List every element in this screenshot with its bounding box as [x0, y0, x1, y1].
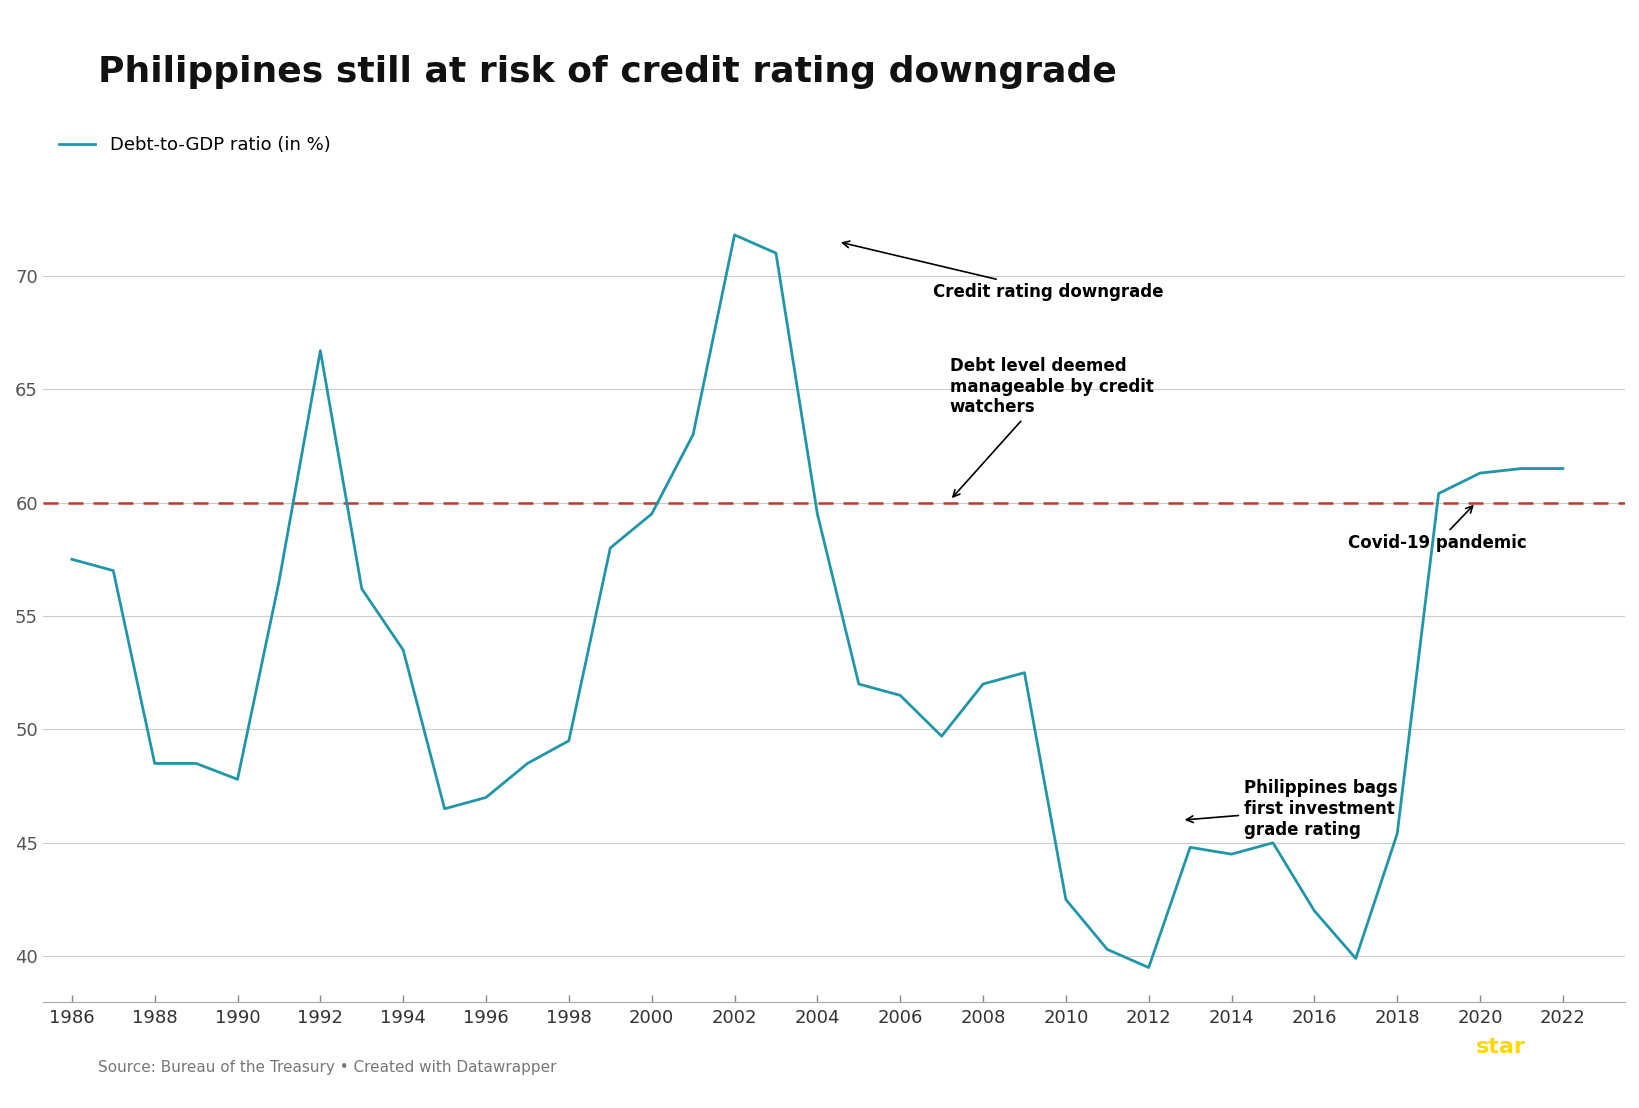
Text: Philippines still at risk of credit rating downgrade: Philippines still at risk of credit rati… [98, 55, 1116, 90]
Text: Philippines bags
first investment
grade rating: Philippines bags first investment grade … [1185, 779, 1396, 839]
Text: star: star [1475, 1036, 1524, 1057]
Text: Debt level deemed
manageable by credit
watchers: Debt level deemed manageable by credit w… [949, 357, 1154, 496]
Text: Credit rating downgrade: Credit rating downgrade [842, 242, 1164, 300]
Text: GLOBAL: GLOBAL [1444, 1068, 1506, 1083]
Text: Covid-19 pandemic: Covid-19 pandemic [1347, 506, 1526, 553]
Legend: Debt-to-GDP ratio (in %): Debt-to-GDP ratio (in %) [52, 129, 338, 161]
Text: Source: Bureau of the Treasury • Created with Datawrapper: Source: Bureau of the Treasury • Created… [98, 1059, 557, 1075]
Text: phil: phil [1375, 1036, 1423, 1057]
